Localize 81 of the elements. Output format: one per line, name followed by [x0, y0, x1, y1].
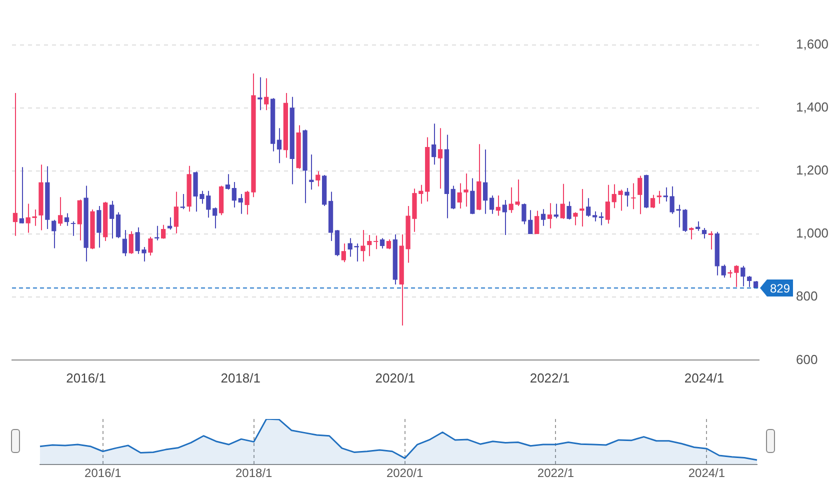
- candlestick: [58, 196, 63, 226]
- candlestick: [212, 207, 218, 229]
- candlestick: [747, 275, 752, 288]
- x-tick-label: 2016/1: [66, 370, 106, 386]
- candlestick: [566, 201, 572, 220]
- candlestick: [374, 235, 378, 250]
- x-tick-label: 2016/1: [84, 466, 122, 480]
- x-tick-label: 2024/1: [688, 466, 726, 480]
- x-tick-label: 2022/1: [530, 370, 570, 386]
- candlestick: [380, 238, 385, 250]
- candlestick: [109, 200, 114, 239]
- candlestick: [225, 174, 230, 190]
- candlestick: [238, 193, 243, 214]
- candlestick: [122, 229, 128, 257]
- candlestick: [708, 230, 714, 250]
- candlestick: [174, 191, 179, 234]
- candlestick: [598, 212, 604, 226]
- candlestick: [309, 154, 314, 190]
- candlestick: [77, 199, 82, 241]
- x-tick-label: 2022/1: [537, 466, 574, 480]
- candlestick: [489, 195, 494, 214]
- candlestick: [276, 128, 282, 164]
- candlestick: [457, 182, 462, 209]
- y-tick-label: 600: [796, 352, 818, 367]
- candlestick: [502, 199, 507, 236]
- x-tick-label: 2018/1: [235, 466, 273, 480]
- candlestick: [96, 205, 102, 248]
- x-tick-label: 2020/1: [375, 370, 416, 386]
- candlestick: [12, 92, 18, 236]
- candlestick: [19, 166, 24, 224]
- y-tick-label: 1,200: [796, 162, 829, 178]
- candlestick: [70, 220, 76, 236]
- x-tick-label: 2020/1: [386, 466, 424, 480]
- candlestick: [470, 178, 475, 215]
- candlestick: [341, 243, 346, 263]
- x-tick-label: 2018/1: [220, 370, 260, 386]
- candlestick: [721, 264, 726, 278]
- y-tick-label: 1,000: [796, 226, 829, 241]
- candlestick: [586, 198, 591, 218]
- candlestick: [605, 184, 610, 224]
- candlestick: [167, 216, 172, 230]
- candlestick: [148, 236, 153, 256]
- candlestick: [464, 172, 468, 208]
- candlestick: [624, 187, 630, 208]
- candlestick: [360, 229, 366, 262]
- candlestick: [560, 183, 565, 220]
- candlestick: [540, 208, 546, 226]
- candlestick: [438, 128, 443, 190]
- candlestick: [496, 195, 501, 216]
- candlestick: [232, 182, 236, 208]
- y-tick-label: 1,600: [796, 36, 829, 52]
- candlestick: [64, 212, 70, 226]
- y-tick-label: 1,400: [796, 99, 829, 114]
- candlestick: [656, 190, 662, 204]
- candlestick: [116, 212, 121, 239]
- candlestick: [631, 182, 636, 210]
- candlestick: [689, 226, 694, 240]
- candlestick: [161, 224, 166, 240]
- candlestick: [386, 238, 392, 250]
- candlestick: [592, 210, 598, 222]
- ref-line-label: 829: [770, 281, 790, 296]
- y-tick-label: 800: [796, 288, 818, 304]
- candlestick: [547, 202, 552, 229]
- candlestick: [431, 123, 436, 166]
- candlestick: [534, 210, 540, 235]
- candlestick: [450, 185, 456, 210]
- candlestick: [573, 212, 578, 226]
- candlestick: [180, 193, 185, 210]
- candlestick: [154, 225, 160, 241]
- candlestick: [650, 194, 656, 209]
- candlestick: [52, 219, 56, 249]
- candlestick: [258, 76, 262, 111]
- candlestick: [128, 230, 134, 254]
- candlestick: [638, 175, 642, 215]
- candlestick: [702, 228, 707, 239]
- x-tick-label: 2024/1: [684, 370, 724, 386]
- candlestick: [740, 265, 746, 287]
- candlestick: [482, 149, 488, 214]
- candlestick: [316, 170, 320, 187]
- candlestick: [264, 78, 269, 111]
- candlestick: [367, 234, 372, 257]
